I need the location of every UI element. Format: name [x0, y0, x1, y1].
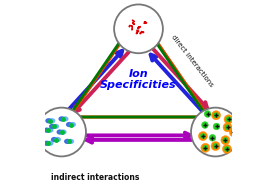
Circle shape — [209, 134, 216, 141]
Circle shape — [214, 113, 219, 118]
Polygon shape — [44, 141, 50, 145]
Text: Ion
Specificities: Ion Specificities — [100, 69, 177, 90]
Circle shape — [211, 142, 220, 150]
Polygon shape — [47, 141, 53, 145]
Circle shape — [203, 145, 208, 150]
Circle shape — [114, 5, 163, 53]
Polygon shape — [52, 138, 57, 142]
Polygon shape — [68, 139, 73, 143]
Polygon shape — [47, 128, 53, 132]
Circle shape — [221, 136, 230, 145]
Polygon shape — [53, 124, 58, 128]
Polygon shape — [67, 123, 72, 126]
Polygon shape — [46, 119, 51, 123]
Polygon shape — [49, 119, 55, 123]
Polygon shape — [55, 138, 60, 142]
Circle shape — [201, 143, 210, 152]
Circle shape — [202, 122, 208, 128]
Polygon shape — [62, 117, 68, 121]
Circle shape — [204, 111, 211, 117]
Polygon shape — [50, 124, 55, 128]
Circle shape — [213, 123, 220, 130]
Polygon shape — [57, 130, 63, 134]
Polygon shape — [59, 117, 65, 121]
Circle shape — [200, 133, 206, 139]
Circle shape — [225, 125, 230, 130]
Polygon shape — [65, 139, 70, 143]
Circle shape — [222, 144, 231, 153]
Circle shape — [191, 108, 240, 156]
Circle shape — [224, 115, 233, 124]
Circle shape — [198, 132, 207, 141]
Circle shape — [229, 128, 238, 137]
Circle shape — [37, 108, 86, 156]
Text: direct interactions: direct interactions — [170, 34, 214, 88]
Text: indirect interactions: indirect interactions — [51, 173, 140, 182]
Polygon shape — [61, 130, 66, 134]
Circle shape — [226, 117, 231, 122]
Circle shape — [213, 143, 218, 149]
Circle shape — [224, 146, 230, 152]
Polygon shape — [44, 128, 50, 132]
Circle shape — [223, 123, 232, 132]
Circle shape — [212, 111, 220, 120]
Circle shape — [223, 138, 228, 143]
Circle shape — [231, 130, 237, 135]
Polygon shape — [70, 123, 75, 126]
